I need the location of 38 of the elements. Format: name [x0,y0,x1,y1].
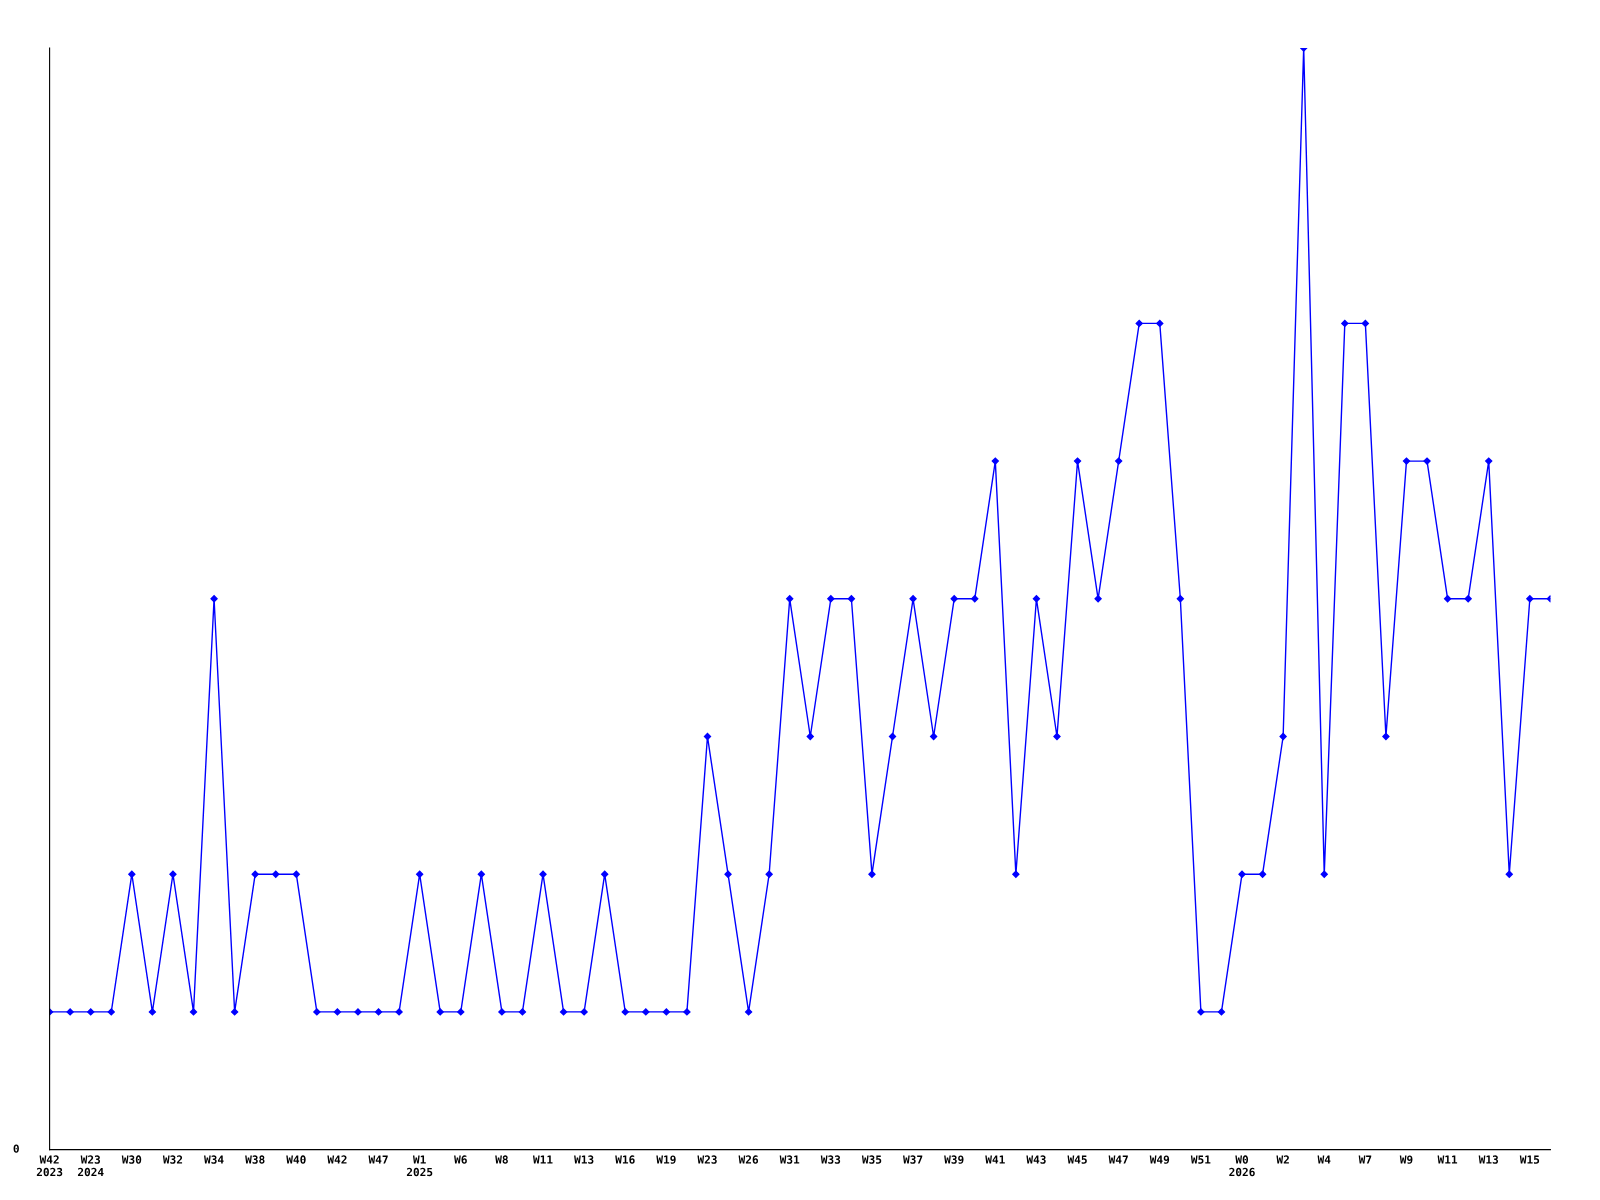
x-tick-label: W30 [121,1155,142,1164]
x-tick-label: W38 [245,1155,265,1164]
text: 0 [13,1144,19,1153]
x-tick-label: W47 [1108,1155,1128,1164]
x-tick-label: W23 [697,1155,717,1164]
x-tick-label: W47 [368,1155,388,1164]
x-tick-label: W35 [861,1155,882,1164]
x-tick-label: W41 [985,1155,1005,1164]
x-tick-label: W6 [454,1155,467,1164]
x-tick-label: W16 [615,1155,635,1164]
x-tick-label: W40 [286,1155,306,1164]
x-tick-label: W2 [1276,1155,1289,1164]
x-tick-label: W8 [495,1155,508,1164]
x-tick-label: W34 [204,1155,224,1164]
x-tick-label: W15 [1519,1155,1540,1164]
x-tick-label: W4 [1317,1155,1331,1164]
x-tick-label: W42 [327,1155,347,1164]
x-tick-label: W19 [656,1155,676,1164]
x-tick-label: W33 [820,1155,841,1164]
x-tick-label: W11 [532,1155,553,1164]
x-tick-label: W9 [1399,1155,1413,1164]
x-tick-label: W42 2023 [36,1155,63,1177]
x-tick-label: W39 [944,1155,964,1164]
x-tick-label: W7 [1358,1155,1372,1164]
x-tick-label: W26 [738,1155,759,1164]
x-tick-label: W43 [1026,1155,1046,1164]
x-tick-label: W51 [1190,1155,1211,1164]
x-tick-label: W13 [574,1155,594,1164]
x-tick-label: W11 [1437,1155,1458,1164]
x-tick-label: W37 [903,1155,923,1164]
x-tick-label: W31 [779,1155,800,1164]
x-tick-label: W13 [1478,1155,1499,1164]
x-tick-label: W32 [162,1155,183,1164]
x-tick-label: W1 2025 [406,1155,433,1177]
x-tick-label: W23 2024 [77,1155,104,1177]
x-tick-label: W45 [1067,1155,1087,1164]
x-tick-label: W0 2026 [1229,1155,1255,1177]
x-tick-label: W49 [1149,1155,1170,1164]
